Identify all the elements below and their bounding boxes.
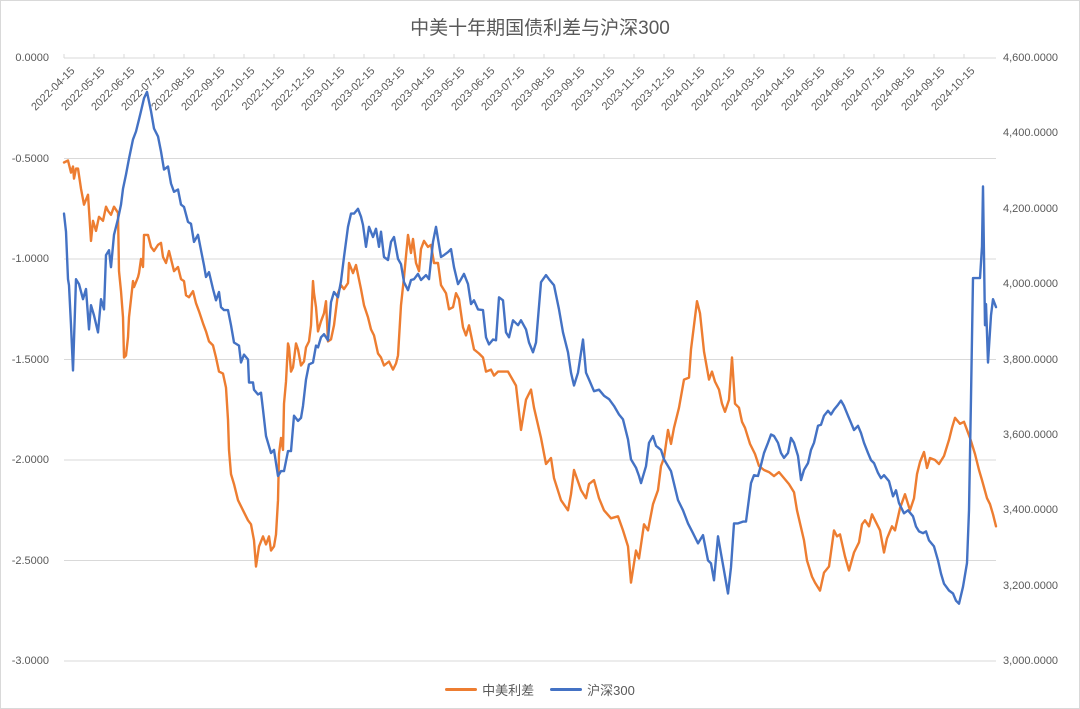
legend-item-spread: 中美利差: [445, 680, 534, 699]
csi300-line-swatch: [550, 687, 583, 692]
plot-area: [62, 54, 998, 662]
right-axis-label: 4,400.0000: [1003, 127, 1059, 140]
left-axis-label: -1.5000: [11, 353, 49, 366]
left-axis-label: -2.0000: [11, 454, 49, 466]
series-line-csi300: [62, 90, 998, 605]
legend-item-csi300: 沪深300: [550, 680, 635, 699]
right-axis-label: 4,000.0000: [1003, 278, 1059, 291]
left-axis-label: -2.5000: [11, 554, 49, 567]
right-axis-label: 3,400.0000: [1003, 504, 1059, 517]
left-axis-label: 0.0000: [15, 52, 49, 64]
right-axis-label: 3,600.0000: [1003, 428, 1059, 441]
right-axis-label: 4,600.0000: [1003, 52, 1059, 64]
left-axis-label: -1.0000: [11, 253, 49, 265]
legend: 中美利差 沪深300: [1, 680, 1079, 699]
right-axis-label: 3,800.0000: [1003, 353, 1059, 366]
legend-label-spread: 中美利差: [482, 683, 535, 698]
spread-line-swatch: [445, 687, 478, 692]
left-axis-label: -3.0000: [11, 655, 49, 667]
left-axis-label: -0.5000: [11, 152, 49, 165]
legend-label-csi300: 沪深300: [587, 683, 635, 698]
right-axis-label: 3,000.0000: [1003, 655, 1059, 667]
chart-title: 中美十年期国债利差与沪深300: [410, 18, 670, 39]
right-axis-label: 4,200.0000: [1003, 202, 1059, 215]
right-axis-label: 3,200.0000: [1003, 579, 1059, 592]
series-line-spread: [62, 159, 998, 592]
